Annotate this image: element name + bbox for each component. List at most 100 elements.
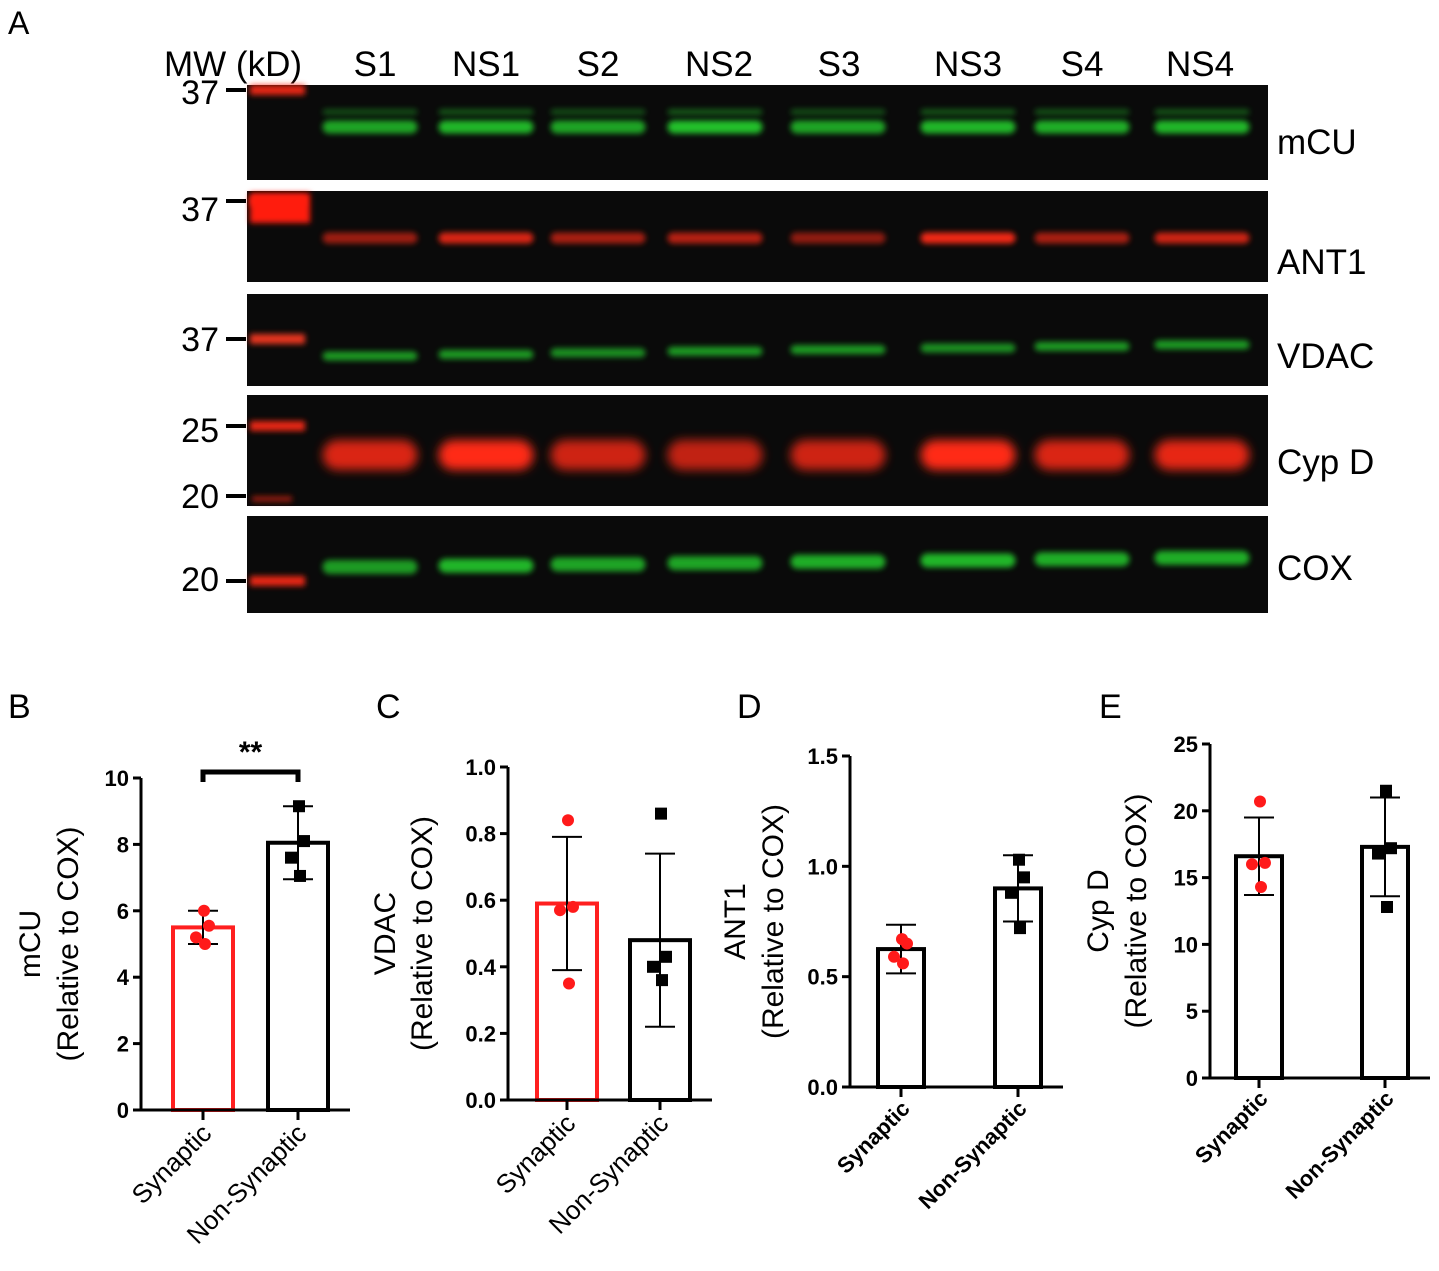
panel-a-label: A: [8, 5, 30, 41]
blot-band: [667, 109, 763, 115]
blot-band: [322, 351, 418, 361]
bar: [266, 840, 330, 1112]
blot-mcu: 37 mCU: [181, 74, 1357, 180]
data-point: [567, 900, 579, 913]
blot-cyp-d: 25 20 Cyp D: [181, 395, 1374, 516]
y-axis-subtitle: (Relative to COX): [1120, 793, 1153, 1028]
category-label: Synaptic: [832, 1096, 915, 1179]
blot-band: [667, 346, 763, 356]
lane-label: NS3: [934, 45, 1002, 84]
blot-band: [550, 232, 646, 244]
category-label: Synaptic: [1190, 1086, 1273, 1169]
y-tick-label: 10: [1174, 932, 1198, 957]
blot-band: [920, 440, 1016, 470]
blot-protein-label: Cyp D: [1277, 443, 1374, 482]
blot-band: [790, 232, 886, 244]
chart-panel-e: E 0 5 10 15 20 25 Cyp D (Relative to COX) Synapti…: [1082, 688, 1430, 1204]
y-axis-title: mCU: [14, 910, 47, 978]
blot-band: [920, 553, 1016, 568]
blot-band: [550, 348, 646, 358]
blot-background: [247, 294, 1268, 386]
blot-band: [920, 343, 1016, 353]
panel-label: B: [8, 688, 31, 726]
mw-label: 37: [181, 321, 219, 359]
blot-band: [438, 440, 534, 470]
mw-label: 37: [181, 74, 219, 112]
lane-label: S2: [577, 45, 620, 84]
blot-band: [1034, 232, 1130, 244]
blot-band: [1154, 550, 1250, 565]
y-tick-label: 10: [105, 766, 129, 791]
y-tick-label: 1.0: [465, 755, 496, 780]
blot-band: [550, 120, 646, 134]
blot-band: [438, 120, 534, 134]
blot-protein-label: VDAC: [1277, 337, 1374, 376]
blot-band: [1154, 440, 1250, 470]
y-tick-label: 25: [1174, 732, 1198, 757]
blot-band: [667, 440, 763, 470]
blot-band: [790, 345, 886, 355]
panel-a: A MW (kD) S1 NS1 S2 NS2 S3 NS3 S4 NS4 37 mCU 37 AN…: [8, 5, 1374, 613]
data-point: [298, 835, 310, 848]
blot-protein-label: COX: [1277, 549, 1353, 588]
blot-band: [322, 109, 418, 115]
mw-label: 37: [181, 191, 219, 229]
blot-band: [1034, 552, 1130, 567]
blot-ant1: 37 ANT1: [181, 191, 1366, 282]
blot-band: [550, 109, 646, 115]
data-point: [563, 977, 575, 990]
data-point: [285, 851, 297, 864]
ladder-band: [250, 193, 310, 223]
lane-label: S3: [818, 45, 861, 84]
ladder-band: [252, 496, 292, 502]
data-point: [562, 814, 574, 827]
blot-strips: 37 mCU 37 ANT1 37 VDAC 25 20 Cyp D 20 COX: [181, 74, 1374, 613]
data-point: [660, 950, 672, 963]
blot-band: [667, 120, 763, 134]
lane-label: NS2: [685, 45, 753, 84]
blot-band: [438, 349, 534, 359]
data-point: [897, 957, 909, 970]
y-tick-label: 2: [117, 1032, 129, 1057]
y-tick-label: 0.2: [465, 1021, 496, 1046]
blot-vdac: 37 VDAC: [181, 294, 1374, 386]
panel-label: E: [1099, 688, 1122, 726]
y-tick-label: 1.0: [807, 854, 838, 879]
data-point: [1380, 784, 1392, 797]
ladder-band: [250, 421, 305, 431]
blot-band: [438, 558, 534, 573]
data-point: [656, 974, 668, 987]
data-point: [1254, 795, 1266, 808]
category-label: Synaptic: [490, 1108, 582, 1200]
blot-band: [790, 554, 886, 569]
blot-band: [1034, 109, 1130, 115]
y-tick-label: 6: [117, 899, 129, 924]
lane-labels: S1 NS1 S2 NS2 S3 NS3 S4 NS4: [354, 45, 1234, 84]
blot-band: [322, 120, 418, 134]
lane-label: NS1: [452, 45, 520, 84]
bar: [535, 901, 599, 1103]
blot-band: [1034, 120, 1130, 134]
category-label: Synaptic: [126, 1118, 218, 1210]
y-tick-label: 0.8: [465, 822, 496, 847]
blot-protein-label: ANT1: [1277, 243, 1366, 282]
data-point: [901, 937, 913, 950]
mw-header: MW (kD): [164, 45, 302, 84]
chart-panel-c: C 0.0 0.2 0.4 0.6 0.8 1.0 VDAC (Relative to COX)…: [369, 688, 712, 1240]
data-point: [294, 869, 306, 882]
blot-band: [550, 440, 646, 470]
ladder-band: [250, 334, 305, 344]
blot-band: [790, 440, 886, 470]
data-point: [190, 931, 202, 944]
y-axis-subtitle: (Relative to COX): [757, 804, 790, 1039]
blot-band: [1034, 440, 1130, 470]
y-tick-label: 1.5: [807, 744, 838, 769]
y-tick-label: 0.6: [465, 888, 496, 913]
y-tick-label: 0: [1186, 1066, 1198, 1091]
blot-cox: 20 COX: [181, 516, 1353, 613]
blot-band: [1034, 341, 1130, 351]
data-point: [293, 800, 305, 813]
blot-band: [1154, 120, 1250, 134]
